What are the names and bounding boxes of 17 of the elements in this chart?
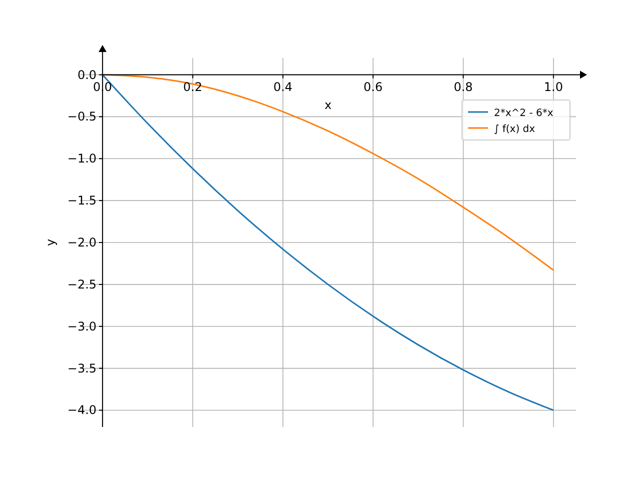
x-axis-title: x	[324, 98, 332, 112]
x-tick-label: 1.0	[544, 80, 563, 94]
y-tick-label: −3.0	[67, 319, 97, 334]
x-tick-label: 0.8	[454, 80, 473, 94]
y-tick-label: −0.5	[67, 110, 97, 124]
x-tick-label: 0.6	[364, 80, 383, 94]
y-tick-label: 0.0	[77, 68, 97, 82]
y-axis-title: y	[44, 238, 58, 246]
y-tick-label: −2.5	[67, 277, 97, 292]
y-tick-label: −3.5	[67, 361, 97, 376]
x-tick-label: 0.4	[273, 80, 292, 94]
y-tick-label: −4.0	[67, 403, 97, 418]
legend-label: 2*x^2 - 6*x	[494, 108, 554, 119]
legend-label: ∫ f(x) dx	[494, 124, 536, 135]
y-tick-label: −1.0	[67, 152, 97, 166]
y-tick-label: −1.5	[67, 194, 97, 208]
y-tick-label: −2.0	[67, 236, 97, 250]
